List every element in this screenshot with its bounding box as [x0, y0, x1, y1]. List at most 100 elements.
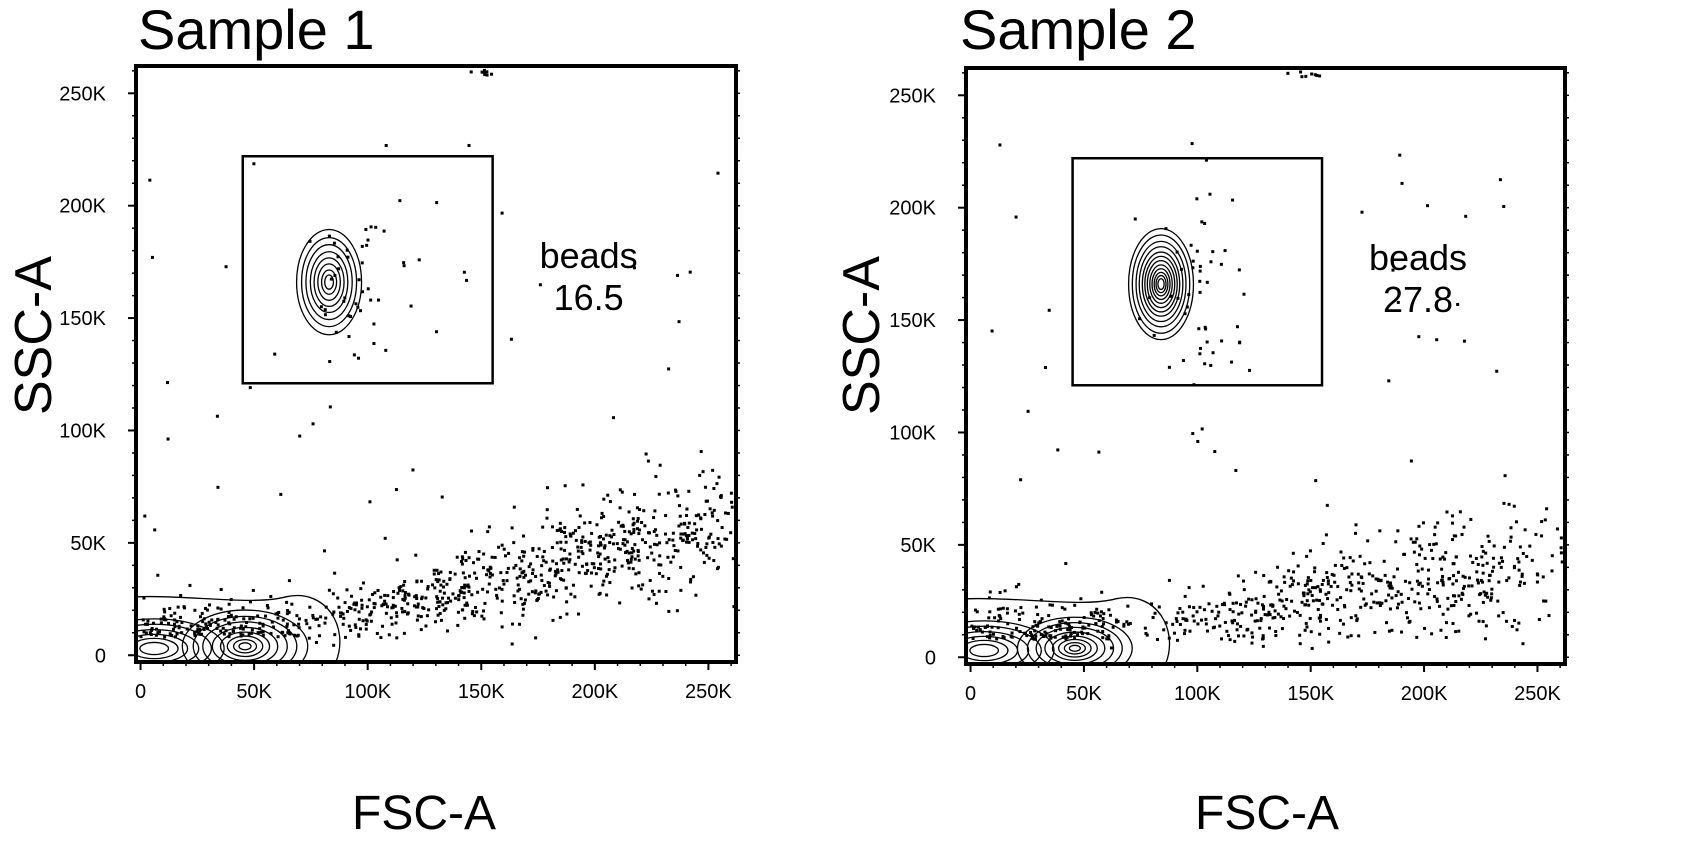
event-dot	[1440, 578, 1444, 582]
event-dot	[1349, 589, 1353, 593]
event-dot	[1122, 624, 1126, 628]
event-dot	[606, 493, 610, 497]
event-dot	[1419, 607, 1423, 611]
event-dot	[477, 550, 481, 554]
event-dot	[1111, 625, 1115, 629]
event-dot	[1030, 633, 1034, 637]
event-dot	[574, 538, 578, 542]
event-dot	[1390, 628, 1394, 632]
event-dot	[223, 618, 227, 622]
event-dot	[1181, 617, 1185, 621]
event-dot	[658, 571, 662, 575]
event-dot	[1457, 594, 1461, 598]
event-dot	[1051, 603, 1055, 607]
event-dot	[583, 521, 587, 525]
event-dot	[332, 643, 336, 647]
event-dot	[1101, 630, 1105, 634]
event-dot	[349, 606, 353, 610]
event-dot	[1429, 548, 1433, 552]
event-dot	[1426, 592, 1430, 596]
event-dot	[699, 527, 703, 531]
event-dot	[1255, 619, 1259, 623]
event-dot	[1451, 622, 1455, 626]
event-dot	[420, 579, 424, 583]
y-tick-label: 200K	[889, 198, 936, 220]
event-dot	[146, 619, 150, 623]
event-dot	[573, 562, 577, 566]
event-dot	[1234, 601, 1238, 605]
event-dot	[1196, 622, 1200, 626]
event-dot	[517, 587, 521, 591]
event-dot	[373, 602, 377, 606]
event-dot	[381, 602, 385, 606]
event-dot	[357, 634, 361, 638]
event-dot	[562, 578, 566, 582]
event-dot	[607, 287, 611, 291]
event-dot	[483, 70, 487, 74]
event-dot	[1540, 534, 1544, 538]
event-dot	[550, 546, 554, 550]
event-dot	[409, 304, 413, 308]
event-dot	[560, 578, 564, 582]
event-dot	[359, 309, 363, 313]
event-dot	[618, 488, 622, 492]
event-dot	[1263, 613, 1267, 617]
event-dot	[173, 611, 177, 615]
event-dot	[1318, 619, 1322, 623]
event-dot	[459, 560, 463, 564]
event-dot	[1292, 570, 1296, 574]
event-dot	[462, 591, 466, 595]
event-dot	[175, 632, 179, 636]
event-dot	[256, 631, 260, 635]
event-dot	[1508, 539, 1512, 543]
event-dot	[336, 596, 340, 600]
event-dot	[393, 604, 397, 608]
event-dot	[1220, 602, 1224, 606]
event-dot	[384, 348, 388, 352]
event-dot	[708, 507, 712, 511]
event-dot	[1360, 210, 1364, 214]
event-dot	[1463, 575, 1467, 579]
event-dot	[1040, 617, 1044, 621]
event-dot	[353, 608, 357, 612]
event-dot	[531, 546, 535, 550]
event-dot	[507, 551, 511, 555]
event-dot	[991, 632, 995, 636]
event-dot	[347, 335, 351, 339]
event-dot	[544, 589, 548, 593]
event-dot	[1358, 554, 1362, 558]
event-dot	[540, 579, 544, 583]
event-dot	[287, 579, 291, 583]
event-dot	[1205, 629, 1209, 633]
event-dot	[438, 589, 442, 593]
event-dot	[581, 535, 585, 539]
x-tick-label: 0	[135, 681, 146, 703]
event-dot	[369, 619, 373, 623]
event-dot	[1468, 554, 1472, 558]
event-dot	[729, 491, 733, 495]
event-dot	[1380, 601, 1384, 605]
event-dot	[1019, 606, 1023, 610]
event-dot	[446, 596, 450, 600]
event-dot	[1171, 622, 1175, 626]
event-dot	[1518, 580, 1522, 584]
event-dot	[1005, 611, 1009, 615]
event-dot	[665, 541, 669, 545]
event-dot	[1503, 474, 1507, 478]
event-dot	[216, 606, 220, 610]
y-tick-label: 0	[925, 647, 936, 669]
event-dot	[1138, 317, 1142, 321]
event-dot	[1444, 635, 1448, 639]
event-dot	[1014, 215, 1018, 219]
event-dot	[449, 599, 453, 603]
event-dot	[723, 537, 727, 541]
event-dot	[1099, 610, 1103, 614]
event-dot	[1034, 605, 1038, 609]
event-dot	[598, 552, 602, 556]
event-dot	[627, 530, 631, 534]
event-dot	[1550, 554, 1554, 558]
event-dot	[467, 589, 471, 593]
event-dot	[527, 580, 531, 584]
event-dot	[637, 532, 641, 536]
event-dot	[618, 506, 622, 510]
